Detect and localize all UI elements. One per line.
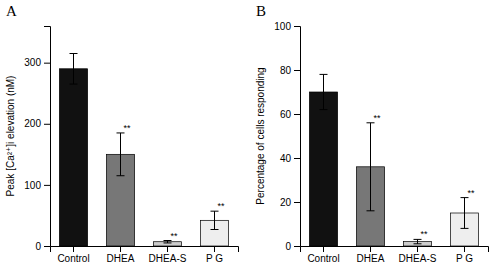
x-tick-label: DHEA xyxy=(357,253,385,264)
significance-marker: ** xyxy=(421,229,429,239)
y-tick-mark xyxy=(294,158,300,159)
x-tick-mark xyxy=(73,246,74,252)
error-bar-line xyxy=(320,74,328,109)
error-bar-line xyxy=(461,198,469,229)
error-bar xyxy=(117,133,125,176)
x-axis: Control DHEA DHEA-S P G xyxy=(51,246,239,264)
significance-marker: ** xyxy=(468,188,476,198)
panel: Control DHEA DHEA-S P G 0 100 200 300 Peak [Ca²⁺… xyxy=(5,3,239,264)
significance-marker: ** xyxy=(218,201,226,211)
x-tick-mark xyxy=(120,246,121,252)
error-bar xyxy=(367,123,375,211)
significance-marker: ** xyxy=(374,113,382,123)
x-tick-label: Control xyxy=(57,253,89,264)
significance-marker: ** xyxy=(171,231,179,241)
error-bar-line xyxy=(414,239,422,243)
y-tick-label: 0 xyxy=(285,241,291,252)
significance-marker: ** xyxy=(124,123,132,133)
error-bar xyxy=(211,211,219,229)
x-tick-mark xyxy=(167,246,168,252)
error-bar-line xyxy=(117,133,125,176)
error-bar xyxy=(414,239,422,243)
y-axis-title: Percentage of cells responding xyxy=(255,67,266,204)
x-tick-mark xyxy=(417,246,418,252)
y-axis-line xyxy=(44,27,51,247)
error-bar-line xyxy=(211,211,219,229)
y-tick-label: 20 xyxy=(280,197,292,208)
y-tick-mark xyxy=(44,185,50,186)
plot-area xyxy=(59,54,228,247)
y-tick: 200 xyxy=(24,118,50,129)
y-tick-mark xyxy=(294,26,300,27)
panel-label: A xyxy=(6,3,17,19)
x-tick: DHEA-S xyxy=(149,246,187,264)
y-tick: 0 xyxy=(285,241,300,252)
error-bar-line xyxy=(164,241,172,243)
y-tick-mark xyxy=(294,246,300,247)
error-bar xyxy=(70,54,78,85)
x-tick: DHEA xyxy=(357,246,385,264)
y-axis-title: Peak [Ca²⁺]i elevation (nM) xyxy=(5,76,16,197)
y-tick: 80 xyxy=(280,65,300,76)
y-tick-label: 100 xyxy=(274,21,291,32)
x-tick: P G xyxy=(206,246,223,264)
y-axis-line xyxy=(294,27,301,247)
error-bar xyxy=(320,74,328,109)
x-tick-label: DHEA xyxy=(107,253,135,264)
y-tick-mark xyxy=(294,70,300,71)
y-axis: 0 100 200 300 xyxy=(24,27,50,252)
x-tick: Control xyxy=(57,246,89,264)
y-tick: 300 xyxy=(24,57,50,68)
x-tick: P G xyxy=(456,246,473,264)
y-tick: 0 xyxy=(35,241,50,252)
y-tick-label: 200 xyxy=(24,118,41,129)
x-tick-label: P G xyxy=(456,253,473,264)
y-tick-label: 80 xyxy=(280,65,292,76)
y-tick-mark xyxy=(44,246,50,247)
y-tick: 100 xyxy=(24,180,50,191)
x-tick-label: DHEA-S xyxy=(399,253,437,264)
error-bar xyxy=(461,198,469,229)
y-tick-mark xyxy=(44,124,50,125)
y-tick-label: 60 xyxy=(280,109,292,120)
y-tick-mark xyxy=(294,114,300,115)
y-tick-label: 100 xyxy=(24,180,41,191)
x-axis-line xyxy=(301,247,489,253)
y-tick-label: 40 xyxy=(280,153,292,164)
y-tick: 20 xyxy=(280,197,300,208)
x-axis: Control DHEA DHEA-S P G xyxy=(301,246,489,264)
x-tick: DHEA xyxy=(107,246,135,264)
y-axis: 0 20 40 60 80 100 xyxy=(274,21,300,252)
y-tick-label: 300 xyxy=(24,57,41,68)
error-bar-line xyxy=(70,54,78,85)
y-tick-label: 0 xyxy=(35,241,41,252)
y-tick: 60 xyxy=(280,109,300,120)
x-tick-mark xyxy=(214,246,215,252)
plot-area xyxy=(309,74,478,246)
panel-label: B xyxy=(256,3,266,19)
bar xyxy=(309,92,337,246)
x-tick: Control xyxy=(307,246,339,264)
x-tick-mark xyxy=(370,246,371,252)
figure: ControlDHEADHEA-SP G0100200300Peak [Ca²⁺… xyxy=(0,0,500,272)
x-tick-label: P G xyxy=(206,253,223,264)
x-tick-label: DHEA-S xyxy=(149,253,187,264)
error-bar-line xyxy=(367,123,375,211)
bar xyxy=(59,69,87,246)
panel: Control DHEA DHEA-S P G 0 20 40 60 80 100 Percenta… xyxy=(255,3,489,264)
x-tick-mark xyxy=(323,246,324,252)
y-tick-mark xyxy=(44,63,50,64)
y-tick: 100 xyxy=(274,21,300,32)
x-tick: DHEA-S xyxy=(399,246,437,264)
y-tick-mark xyxy=(294,202,300,203)
x-tick-label: Control xyxy=(307,253,339,264)
error-bar xyxy=(164,241,172,243)
y-tick: 40 xyxy=(280,153,300,164)
x-axis-line xyxy=(51,247,239,253)
x-tick-mark xyxy=(464,246,465,252)
